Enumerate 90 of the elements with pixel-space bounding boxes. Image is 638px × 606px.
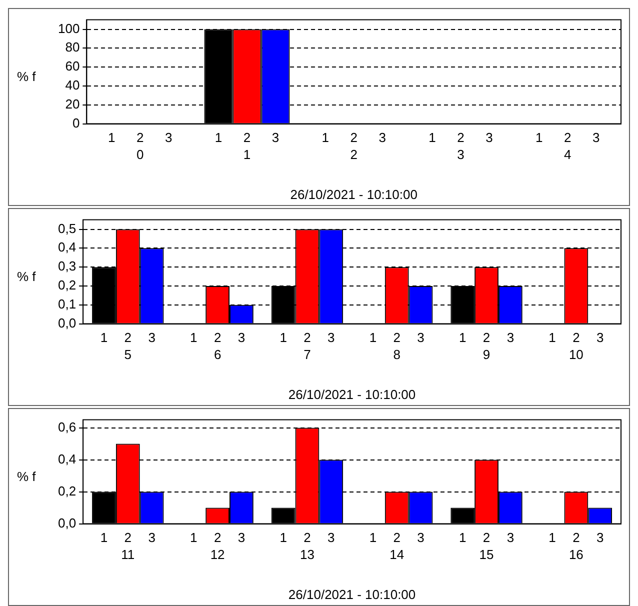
category-label: 3	[328, 530, 335, 545]
y-tick-label: 0,0	[58, 315, 76, 330]
category-label: 1	[458, 530, 466, 545]
x-tick-label: 11	[121, 547, 135, 562]
category-label: 1	[548, 530, 556, 545]
y-tick-label: 0,3	[58, 258, 76, 274]
category-label: 3	[238, 330, 246, 345]
category-label: 2	[214, 530, 222, 545]
y-tick-label: 0,4	[58, 240, 76, 255]
series-label: 2	[243, 130, 251, 145]
y-tick-label: 0	[72, 115, 80, 130]
category-label: 3	[506, 330, 514, 345]
category-label: 2	[564, 130, 572, 145]
series-label: 1	[100, 530, 108, 545]
series-label: 1	[100, 330, 108, 345]
x-tick-label: 13	[300, 547, 314, 562]
category-label: 1	[280, 530, 287, 545]
x-tick-label: 12	[210, 547, 225, 562]
category-label: 3	[592, 130, 600, 145]
y-axis-title: % f	[16, 68, 37, 84]
x-axis-title: 26/10/2021 - 10:10:00	[288, 386, 416, 402]
y-tick-label: 100	[58, 20, 80, 36]
x-tick-label: 0	[136, 147, 144, 162]
category-label: 2	[393, 330, 400, 345]
x-tick-label: 5	[124, 347, 132, 362]
y-tick-label: 0,2	[58, 483, 76, 498]
x-tick-label: 14	[390, 547, 404, 562]
y-tick-label: 0,2	[58, 278, 76, 293]
x-tick-label: 6	[214, 347, 222, 362]
category-label: 1	[369, 530, 377, 545]
y-tick-label: 0,6	[58, 419, 76, 434]
x-tick-label: 9	[482, 347, 490, 362]
series-label: 3	[272, 130, 280, 145]
category-label: 1	[458, 330, 466, 345]
category-label: 3	[506, 530, 514, 545]
category-label: 1	[190, 530, 198, 545]
y-tick-label: 0,0	[58, 515, 76, 530]
category-label: 2	[482, 330, 490, 345]
x-tick-label: 3	[457, 147, 464, 162]
category-label: 3	[486, 130, 493, 145]
x-tick-label: 7	[304, 347, 311, 362]
category-label: 1	[428, 130, 436, 145]
x-tick-label: 4	[564, 147, 572, 162]
y-tick-label: 0,4	[58, 451, 76, 466]
category-label: 1	[190, 330, 198, 345]
category-label: 3	[238, 530, 246, 545]
category-label: 2	[214, 330, 222, 345]
category-label: 1	[548, 330, 556, 345]
x-tick-label: 16	[568, 547, 584, 562]
y-tick-label: 0,1	[58, 296, 76, 312]
text: 1	[108, 130, 116, 145]
series-label: 2	[124, 530, 132, 545]
series-label: 3	[148, 330, 156, 345]
x-tick-label: 1	[243, 147, 251, 162]
category-label: 2	[482, 530, 490, 545]
text: 3	[165, 130, 172, 145]
y-tick-label: 20	[65, 96, 80, 112]
x-axis-title: 26/10/2021 - 10:10:00	[288, 586, 416, 602]
category-label: 1	[535, 130, 543, 145]
category-label: 3	[596, 330, 604, 345]
y-tick-label: 80	[65, 40, 80, 55]
category-label: 3	[328, 330, 335, 345]
category-label: 2	[304, 530, 311, 545]
category-label: 3	[596, 530, 604, 545]
category-label: 2	[572, 530, 580, 545]
y-axis-title: % f	[16, 268, 37, 284]
series-label: 3	[148, 530, 156, 545]
y-tick-label: 40	[65, 78, 80, 93]
y-axis-title: % f	[16, 468, 37, 484]
category-label: 2	[572, 330, 580, 345]
text: 1	[322, 130, 329, 145]
series-label: 1	[214, 130, 222, 145]
category-label: 2	[393, 530, 400, 545]
category-label: 3	[417, 330, 424, 345]
text: 2	[136, 130, 144, 145]
x-tick-label: 8	[393, 347, 400, 362]
x-tick-label: 10	[568, 347, 584, 362]
category-label: 3	[417, 530, 424, 545]
category-label: 2	[457, 130, 464, 145]
y-tick-label: 0,5	[58, 220, 76, 236]
y-tick-label: 60	[65, 58, 80, 74]
category-label: 2	[304, 330, 311, 345]
x-tick-label: 2	[350, 147, 358, 162]
series-label: 2	[124, 330, 132, 345]
text: 2	[350, 130, 358, 145]
category-label: 1	[369, 330, 377, 345]
category-label: 1	[280, 330, 287, 345]
x-tick-label: 15	[479, 547, 494, 562]
x-axis-title: 26/10/2021 - 10:10:00	[290, 186, 418, 202]
text: 3	[378, 130, 386, 145]
